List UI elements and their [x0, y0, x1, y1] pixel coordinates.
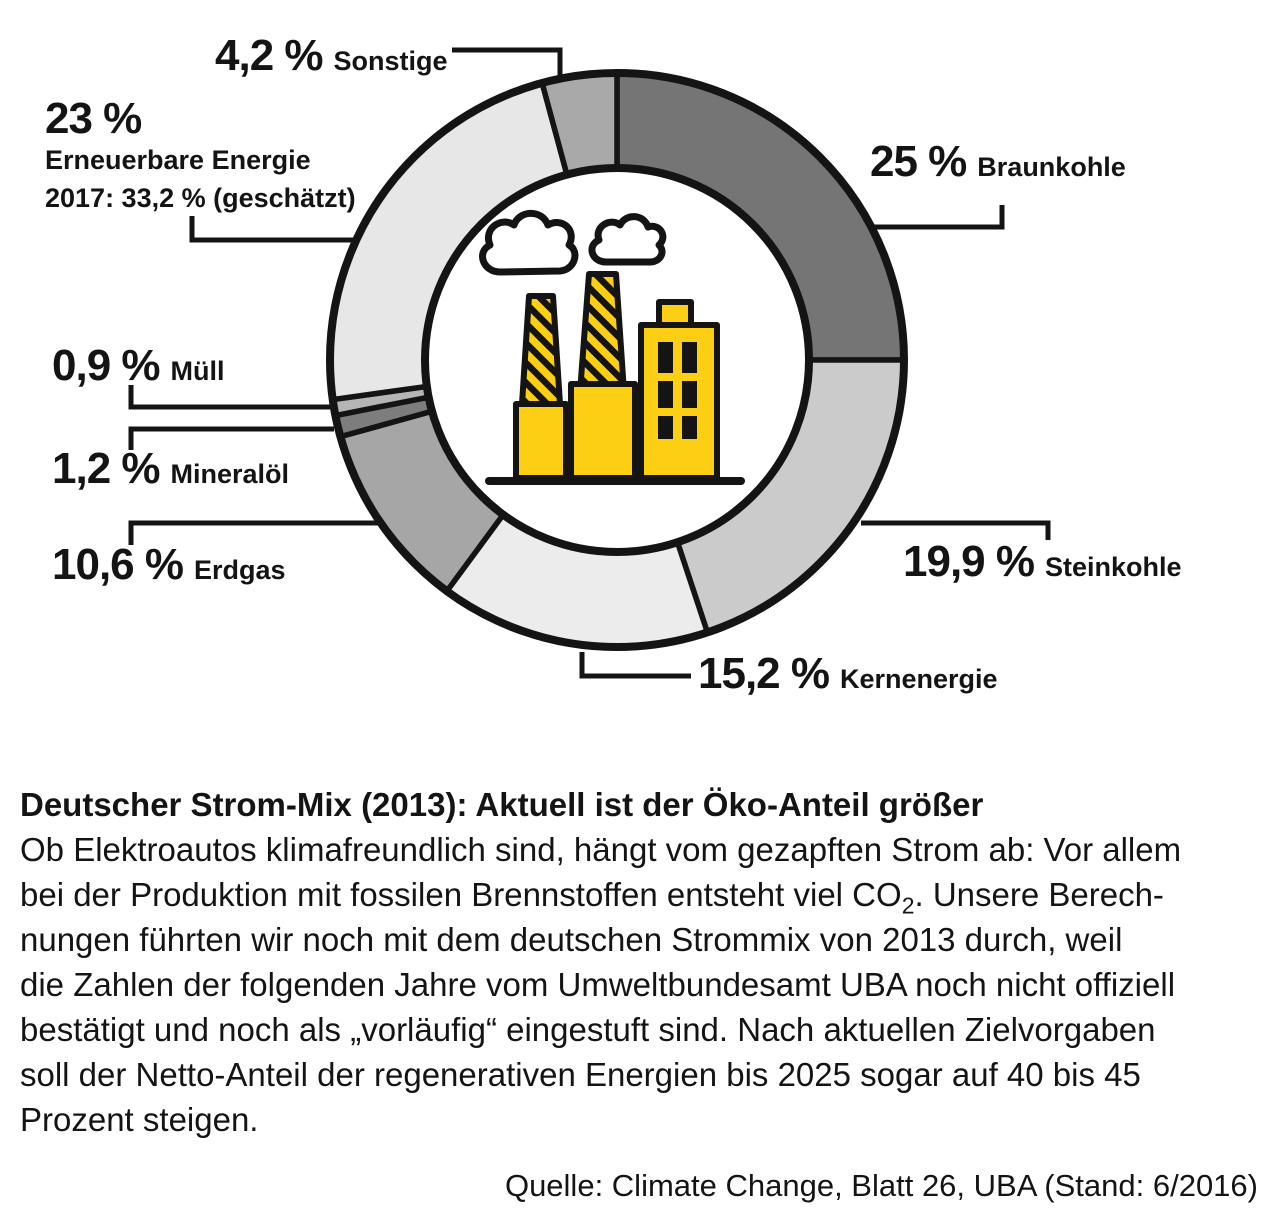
factory-building-right: [638, 322, 720, 481]
leader-line-steinkohle: [861, 520, 1051, 540]
leader-lines: [128, 47, 1051, 679]
label-kernenergie: 15,2 % Kernenergie: [698, 652, 998, 696]
factory-windows: [658, 342, 697, 439]
factory-icon: [479, 209, 745, 485]
smoke-cloud-right-icon: [588, 213, 667, 266]
leader-line-mineraloel: [128, 426, 334, 450]
smoke-cloud-left-icon: [479, 209, 579, 276]
caption: Deutscher Strom-Mix (2013): Aktuell ist …: [20, 782, 1265, 1142]
caption-line: bestätigt und noch als „vorläufig“ einge…: [20, 1011, 1156, 1048]
label-erdgas: 10,6 % Erdgas: [52, 543, 286, 587]
erneuerbare-name: Erneuerbare Energie: [45, 145, 311, 175]
donut-inner-rim: [421, 164, 813, 556]
braunkohle-value: 25 %: [870, 137, 967, 186]
sonstige-value: 4,2 %: [215, 31, 324, 80]
label-sonstige: 4,2 % Sonstige: [215, 34, 448, 78]
caption-line-co2-pre: bei der Produktion mit fossilen Brennsto…: [20, 876, 902, 913]
erneuerbare-value: 23 %: [45, 94, 142, 143]
kernenergie-name: Kernenergie: [839, 664, 998, 694]
donut-outer-rim: [326, 69, 908, 651]
kernenergie-value: 15,2 %: [698, 649, 830, 698]
chimney-right-icon: [577, 271, 627, 395]
label-erneuerbare: 23 % Erneuerbare Energie 2017: 33,2 % (g…: [45, 97, 356, 217]
caption-line: Ob Elektroautos klimafreundlich sind, hä…: [20, 831, 1182, 868]
co2-subscript: 2: [901, 892, 915, 919]
caption-line: soll der Netto-Anteil der regenerativen …: [20, 1056, 1141, 1093]
mineraloel-value: 1,2 %: [52, 444, 161, 493]
erdgas-name: Erdgas: [193, 555, 286, 585]
leader-line-kernenergie: [579, 652, 691, 679]
leader-line-muell: [128, 385, 331, 410]
leader-line-erneuerbare: [189, 216, 356, 243]
source-credit: Quelle: Climate Change, Blatt 26, UBA (S…: [504, 1168, 1258, 1203]
caption-line: Prozent steigen.: [20, 1101, 259, 1138]
caption-title: Deutscher Strom-Mix (2013): Aktuell ist …: [20, 786, 984, 823]
label-braunkohle: 25 % Braunkohle: [870, 140, 1126, 184]
muell-name: Müll: [170, 356, 225, 386]
label-steinkohle: 19,9 % Steinkohle: [903, 540, 1182, 584]
caption-line-co2: bei der Produktion mit fossilen Brennsto…: [20, 872, 1265, 917]
leader-line-sonstige: [452, 47, 563, 76]
erdgas-value: 10,6 %: [52, 540, 184, 589]
muell-value: 0,9 %: [52, 341, 161, 390]
leader-line-erdgas: [128, 520, 381, 545]
braunkohle-name: Braunkohle: [977, 152, 1126, 182]
erneuerbare-note: 2017: 33,2 % (geschätzt): [45, 183, 356, 213]
donut-chart: [128, 47, 1051, 679]
label-muell: 0,9 % Müll: [52, 344, 225, 388]
sonstige-name: Sonstige: [333, 46, 448, 76]
mineraloel-name: Mineralöl: [170, 459, 290, 489]
steinkohle-name: Steinkohle: [1044, 552, 1182, 582]
leader-line-braunkohle: [869, 205, 1005, 230]
caption-line: nungen führten wir noch mit dem deutsche…: [20, 921, 1123, 958]
chimney-left-icon: [519, 293, 563, 407]
caption-line-co2-post: . Unsere Berech-: [914, 876, 1164, 913]
caption-line: die Zahlen der folgenden Jahre vom Umwel…: [20, 966, 1176, 1003]
steinkohle-value: 19,9 %: [903, 537, 1035, 586]
factory-building-middle: [568, 381, 638, 481]
factory-building-left: [513, 401, 569, 481]
label-mineraloel: 1,2 % Mineralöl: [52, 447, 289, 491]
